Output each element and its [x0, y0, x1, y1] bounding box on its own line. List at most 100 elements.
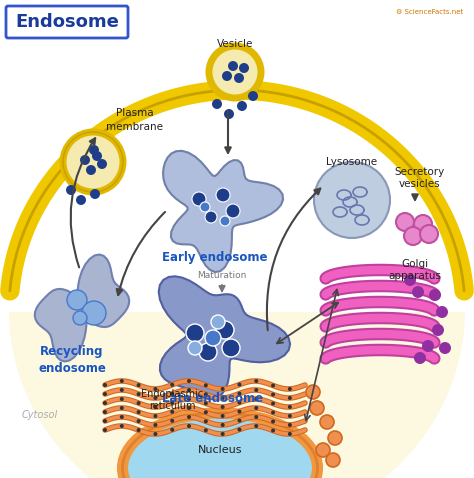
- Circle shape: [239, 63, 249, 73]
- Circle shape: [222, 339, 240, 357]
- Circle shape: [237, 101, 247, 111]
- Circle shape: [204, 392, 208, 396]
- Text: Nucleus: Nucleus: [198, 445, 242, 455]
- Circle shape: [320, 415, 334, 429]
- Circle shape: [271, 420, 275, 424]
- Circle shape: [103, 419, 107, 423]
- Circle shape: [271, 402, 275, 405]
- Polygon shape: [9, 310, 465, 478]
- Circle shape: [254, 379, 258, 383]
- Circle shape: [187, 379, 191, 383]
- Circle shape: [404, 274, 416, 286]
- Circle shape: [237, 428, 241, 432]
- Circle shape: [73, 311, 87, 325]
- Circle shape: [120, 415, 124, 419]
- Circle shape: [221, 414, 225, 418]
- Polygon shape: [159, 276, 290, 399]
- Circle shape: [314, 162, 390, 238]
- Circle shape: [432, 324, 444, 336]
- Circle shape: [187, 388, 191, 392]
- Circle shape: [224, 109, 234, 119]
- Circle shape: [187, 424, 191, 428]
- Circle shape: [120, 424, 124, 428]
- Circle shape: [316, 443, 330, 457]
- Circle shape: [137, 428, 141, 432]
- Circle shape: [254, 388, 258, 392]
- Circle shape: [271, 392, 275, 397]
- Circle shape: [170, 392, 174, 396]
- Circle shape: [103, 401, 107, 405]
- Circle shape: [205, 330, 221, 346]
- Circle shape: [97, 159, 107, 169]
- Polygon shape: [35, 254, 129, 361]
- Circle shape: [137, 410, 141, 414]
- Circle shape: [211, 315, 225, 329]
- Text: Recycling
endosome: Recycling endosome: [38, 346, 106, 374]
- Circle shape: [204, 428, 208, 432]
- Circle shape: [271, 411, 275, 414]
- Circle shape: [170, 419, 174, 423]
- Text: Golgi
apparatus: Golgi apparatus: [389, 259, 441, 281]
- Ellipse shape: [122, 413, 318, 478]
- Circle shape: [89, 145, 99, 155]
- Circle shape: [187, 406, 191, 410]
- Circle shape: [66, 185, 76, 195]
- Circle shape: [204, 419, 208, 424]
- Text: ⚙ ScienceFacts.net: ⚙ ScienceFacts.net: [396, 9, 464, 15]
- Text: Endoplasmic
reticulum: Endoplasmic reticulum: [141, 389, 203, 411]
- Circle shape: [306, 385, 320, 399]
- Circle shape: [271, 383, 275, 388]
- Circle shape: [137, 383, 141, 387]
- Circle shape: [120, 406, 124, 410]
- Text: Secretory
vesicles: Secretory vesicles: [395, 167, 445, 189]
- Circle shape: [204, 383, 208, 387]
- Text: Lysosome: Lysosome: [327, 157, 378, 167]
- Circle shape: [154, 387, 157, 391]
- Circle shape: [228, 61, 238, 71]
- Circle shape: [221, 387, 225, 391]
- Circle shape: [271, 428, 275, 433]
- Circle shape: [288, 432, 292, 436]
- Circle shape: [192, 192, 206, 206]
- Circle shape: [90, 189, 100, 199]
- Circle shape: [200, 202, 210, 212]
- Circle shape: [436, 306, 448, 318]
- Circle shape: [254, 415, 258, 419]
- Circle shape: [221, 396, 225, 400]
- Circle shape: [103, 383, 107, 387]
- Circle shape: [237, 419, 241, 423]
- Circle shape: [137, 419, 141, 423]
- Circle shape: [222, 71, 232, 81]
- Circle shape: [67, 290, 87, 310]
- Circle shape: [414, 215, 432, 233]
- Circle shape: [254, 424, 258, 428]
- Circle shape: [186, 324, 204, 342]
- Circle shape: [154, 414, 157, 418]
- Circle shape: [120, 397, 124, 401]
- Circle shape: [92, 151, 102, 161]
- Circle shape: [137, 392, 141, 396]
- Circle shape: [188, 341, 202, 355]
- Polygon shape: [163, 151, 283, 272]
- Circle shape: [137, 401, 141, 405]
- Circle shape: [80, 155, 90, 165]
- Circle shape: [154, 423, 157, 427]
- Circle shape: [103, 410, 107, 414]
- Circle shape: [82, 301, 106, 325]
- Circle shape: [154, 432, 157, 436]
- Circle shape: [63, 132, 123, 192]
- Circle shape: [310, 401, 324, 415]
- Circle shape: [205, 211, 217, 223]
- Circle shape: [187, 415, 191, 419]
- Circle shape: [288, 387, 292, 391]
- Circle shape: [237, 410, 241, 413]
- Circle shape: [248, 91, 258, 101]
- Circle shape: [414, 352, 426, 364]
- Circle shape: [288, 396, 292, 400]
- Text: Endosome: Endosome: [15, 13, 119, 31]
- Circle shape: [204, 402, 208, 405]
- Text: Late endosome: Late endosome: [163, 391, 264, 404]
- Circle shape: [328, 431, 342, 445]
- Circle shape: [221, 405, 225, 409]
- Circle shape: [216, 188, 230, 202]
